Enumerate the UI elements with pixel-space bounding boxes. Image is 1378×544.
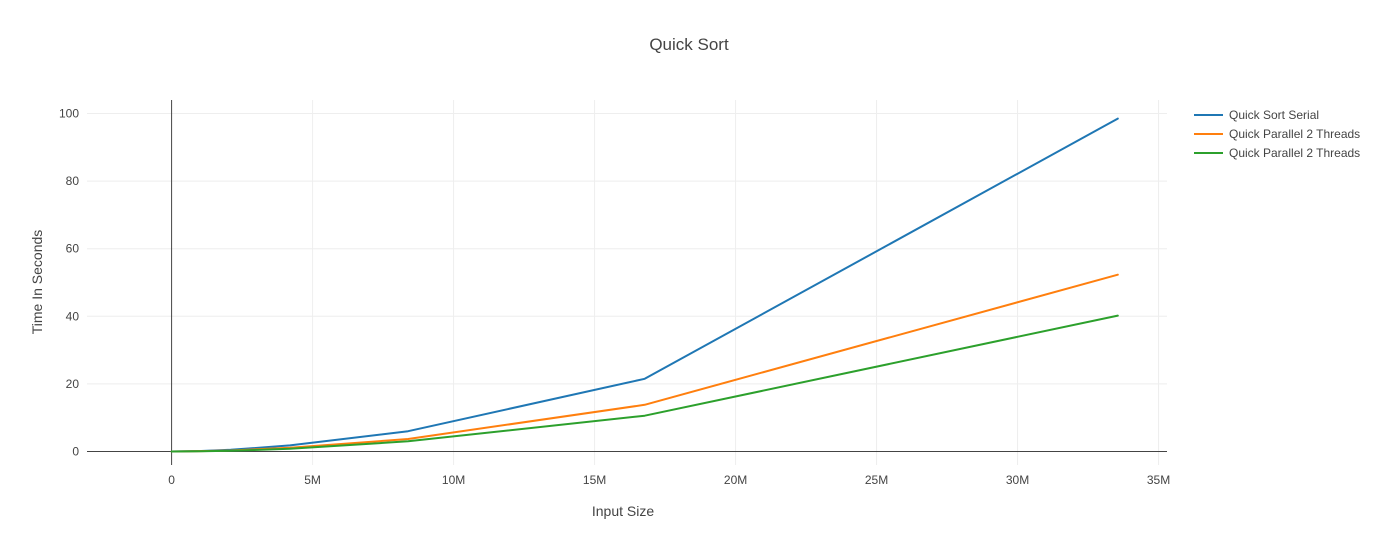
chart-title: Quick Sort xyxy=(649,35,729,54)
y-tick-label: 60 xyxy=(66,242,80,256)
legend-item-3[interactable]: Quick Parallel 2 Threads xyxy=(1194,146,1360,160)
legend-label: Quick Parallel 2 Threads xyxy=(1229,146,1360,160)
x-tick-label: 10M xyxy=(442,473,465,487)
legend-item-1[interactable]: Quick Sort Serial xyxy=(1194,108,1319,122)
series-line-2[interactable] xyxy=(170,273,1119,453)
series-line-1[interactable] xyxy=(170,117,1119,453)
axis-layer xyxy=(87,100,1167,465)
series-layer xyxy=(170,117,1119,453)
x-tick-label: 15M xyxy=(583,473,606,487)
y-tick-label: 40 xyxy=(66,309,80,323)
legend-item-2[interactable]: Quick Parallel 2 Threads xyxy=(1194,127,1360,141)
y-axis-title: Time In Seconds xyxy=(29,230,45,335)
x-axis-title: Input Size xyxy=(592,503,654,519)
legend: Quick Sort Serial Quick Parallel 2 Thread… xyxy=(1194,108,1360,160)
x-tick-label: 0 xyxy=(168,473,175,487)
legend-label: Quick Sort Serial xyxy=(1229,108,1319,122)
x-tick-label: 30M xyxy=(1006,473,1029,487)
x-tick-label: 5M xyxy=(304,473,321,487)
y-tick-label: 80 xyxy=(66,174,80,188)
grid-layer xyxy=(87,100,1167,465)
legend-label: Quick Parallel 2 Threads xyxy=(1229,127,1360,141)
y-tick-label: 0 xyxy=(72,444,79,458)
tick-layer: 0 5M 10M 15M 20M 25M 30M 35M 0 20 40 60 80 100 xyxy=(59,107,1170,487)
series-line-3[interactable] xyxy=(170,314,1119,453)
x-tick-label: 25M xyxy=(865,473,888,487)
y-tick-label: 100 xyxy=(59,107,79,121)
y-tick-label: 20 xyxy=(66,377,80,391)
x-tick-label: 35M xyxy=(1147,473,1170,487)
x-tick-label: 20M xyxy=(724,473,747,487)
